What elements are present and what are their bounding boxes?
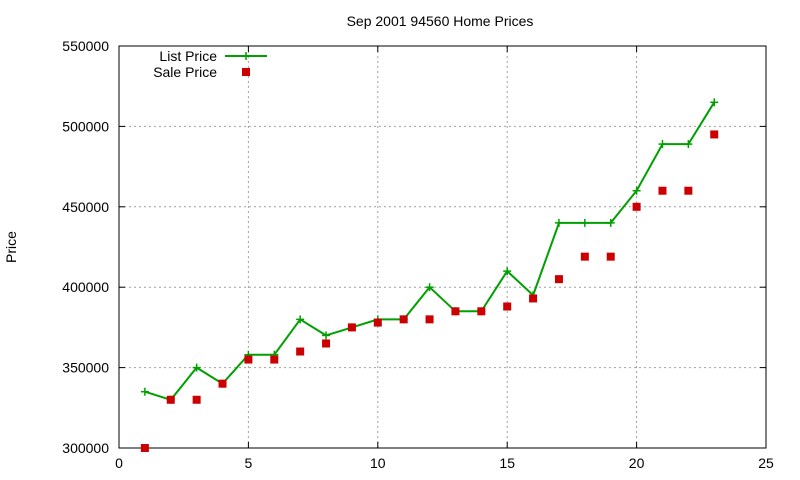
data-point <box>399 315 408 324</box>
data-point <box>296 315 305 324</box>
data-point <box>606 218 615 227</box>
data-point <box>477 307 486 316</box>
data-point <box>658 140 667 149</box>
y-tick-label: 450000 <box>62 199 109 215</box>
data-point <box>425 283 434 292</box>
data-point <box>554 218 563 227</box>
data-point <box>632 186 641 195</box>
x-tick-label: 10 <box>370 455 386 471</box>
x-tick-label: 0 <box>115 455 123 471</box>
x-tick-label: 5 <box>245 455 253 471</box>
data-point <box>140 387 149 396</box>
series-list-price <box>140 98 719 404</box>
data-point <box>244 355 253 364</box>
series-line <box>144 101 716 401</box>
data-point <box>503 267 512 276</box>
grid <box>119 46 766 448</box>
data-point <box>710 130 719 139</box>
data-point <box>140 444 149 452</box>
data-point <box>296 347 305 356</box>
legend-marker <box>242 52 250 60</box>
data-point <box>347 323 356 332</box>
legend-marker <box>242 68 250 76</box>
data-point <box>322 339 331 348</box>
data-point <box>192 395 201 404</box>
data-point <box>710 98 719 107</box>
y-tick-label: 500000 <box>62 118 109 134</box>
data-point <box>192 363 201 372</box>
legend-label: Sale Price <box>153 64 217 80</box>
y-axis-label: Price <box>3 231 19 263</box>
chart-title: Sep 2001 94560 Home Prices <box>347 13 534 29</box>
x-tick-label: 15 <box>499 455 515 471</box>
x-tick-label: 20 <box>629 455 645 471</box>
data-point <box>218 379 227 388</box>
x-tick-label: 25 <box>758 455 774 471</box>
data-point <box>554 275 563 284</box>
data-point <box>425 315 434 324</box>
series <box>140 98 719 452</box>
data-point <box>684 186 693 195</box>
data-point <box>658 186 667 195</box>
data-point <box>529 294 538 303</box>
data-point <box>451 307 460 316</box>
data-point <box>373 318 382 327</box>
data-point <box>322 331 331 340</box>
data-point <box>632 202 641 211</box>
plot-frame <box>118 45 767 449</box>
y-tick-label: 550000 <box>62 38 109 54</box>
data-point <box>580 252 589 261</box>
y-tick-label: 350000 <box>62 360 109 376</box>
data-point <box>606 252 615 261</box>
y-tick-label: 400000 <box>62 279 109 295</box>
data-point <box>270 355 279 364</box>
axis-ticks: 0 5 10 15 20 25 300000 350000 400000 450000 500000… <box>62 38 774 471</box>
legend-label: List Price <box>159 48 217 64</box>
plot-border <box>118 45 767 449</box>
data-point <box>684 140 693 149</box>
y-tick-label: 300000 <box>62 440 109 456</box>
data-point <box>503 302 512 311</box>
data-point <box>166 395 175 404</box>
series-sale-price <box>140 130 719 452</box>
data-point <box>580 218 589 227</box>
